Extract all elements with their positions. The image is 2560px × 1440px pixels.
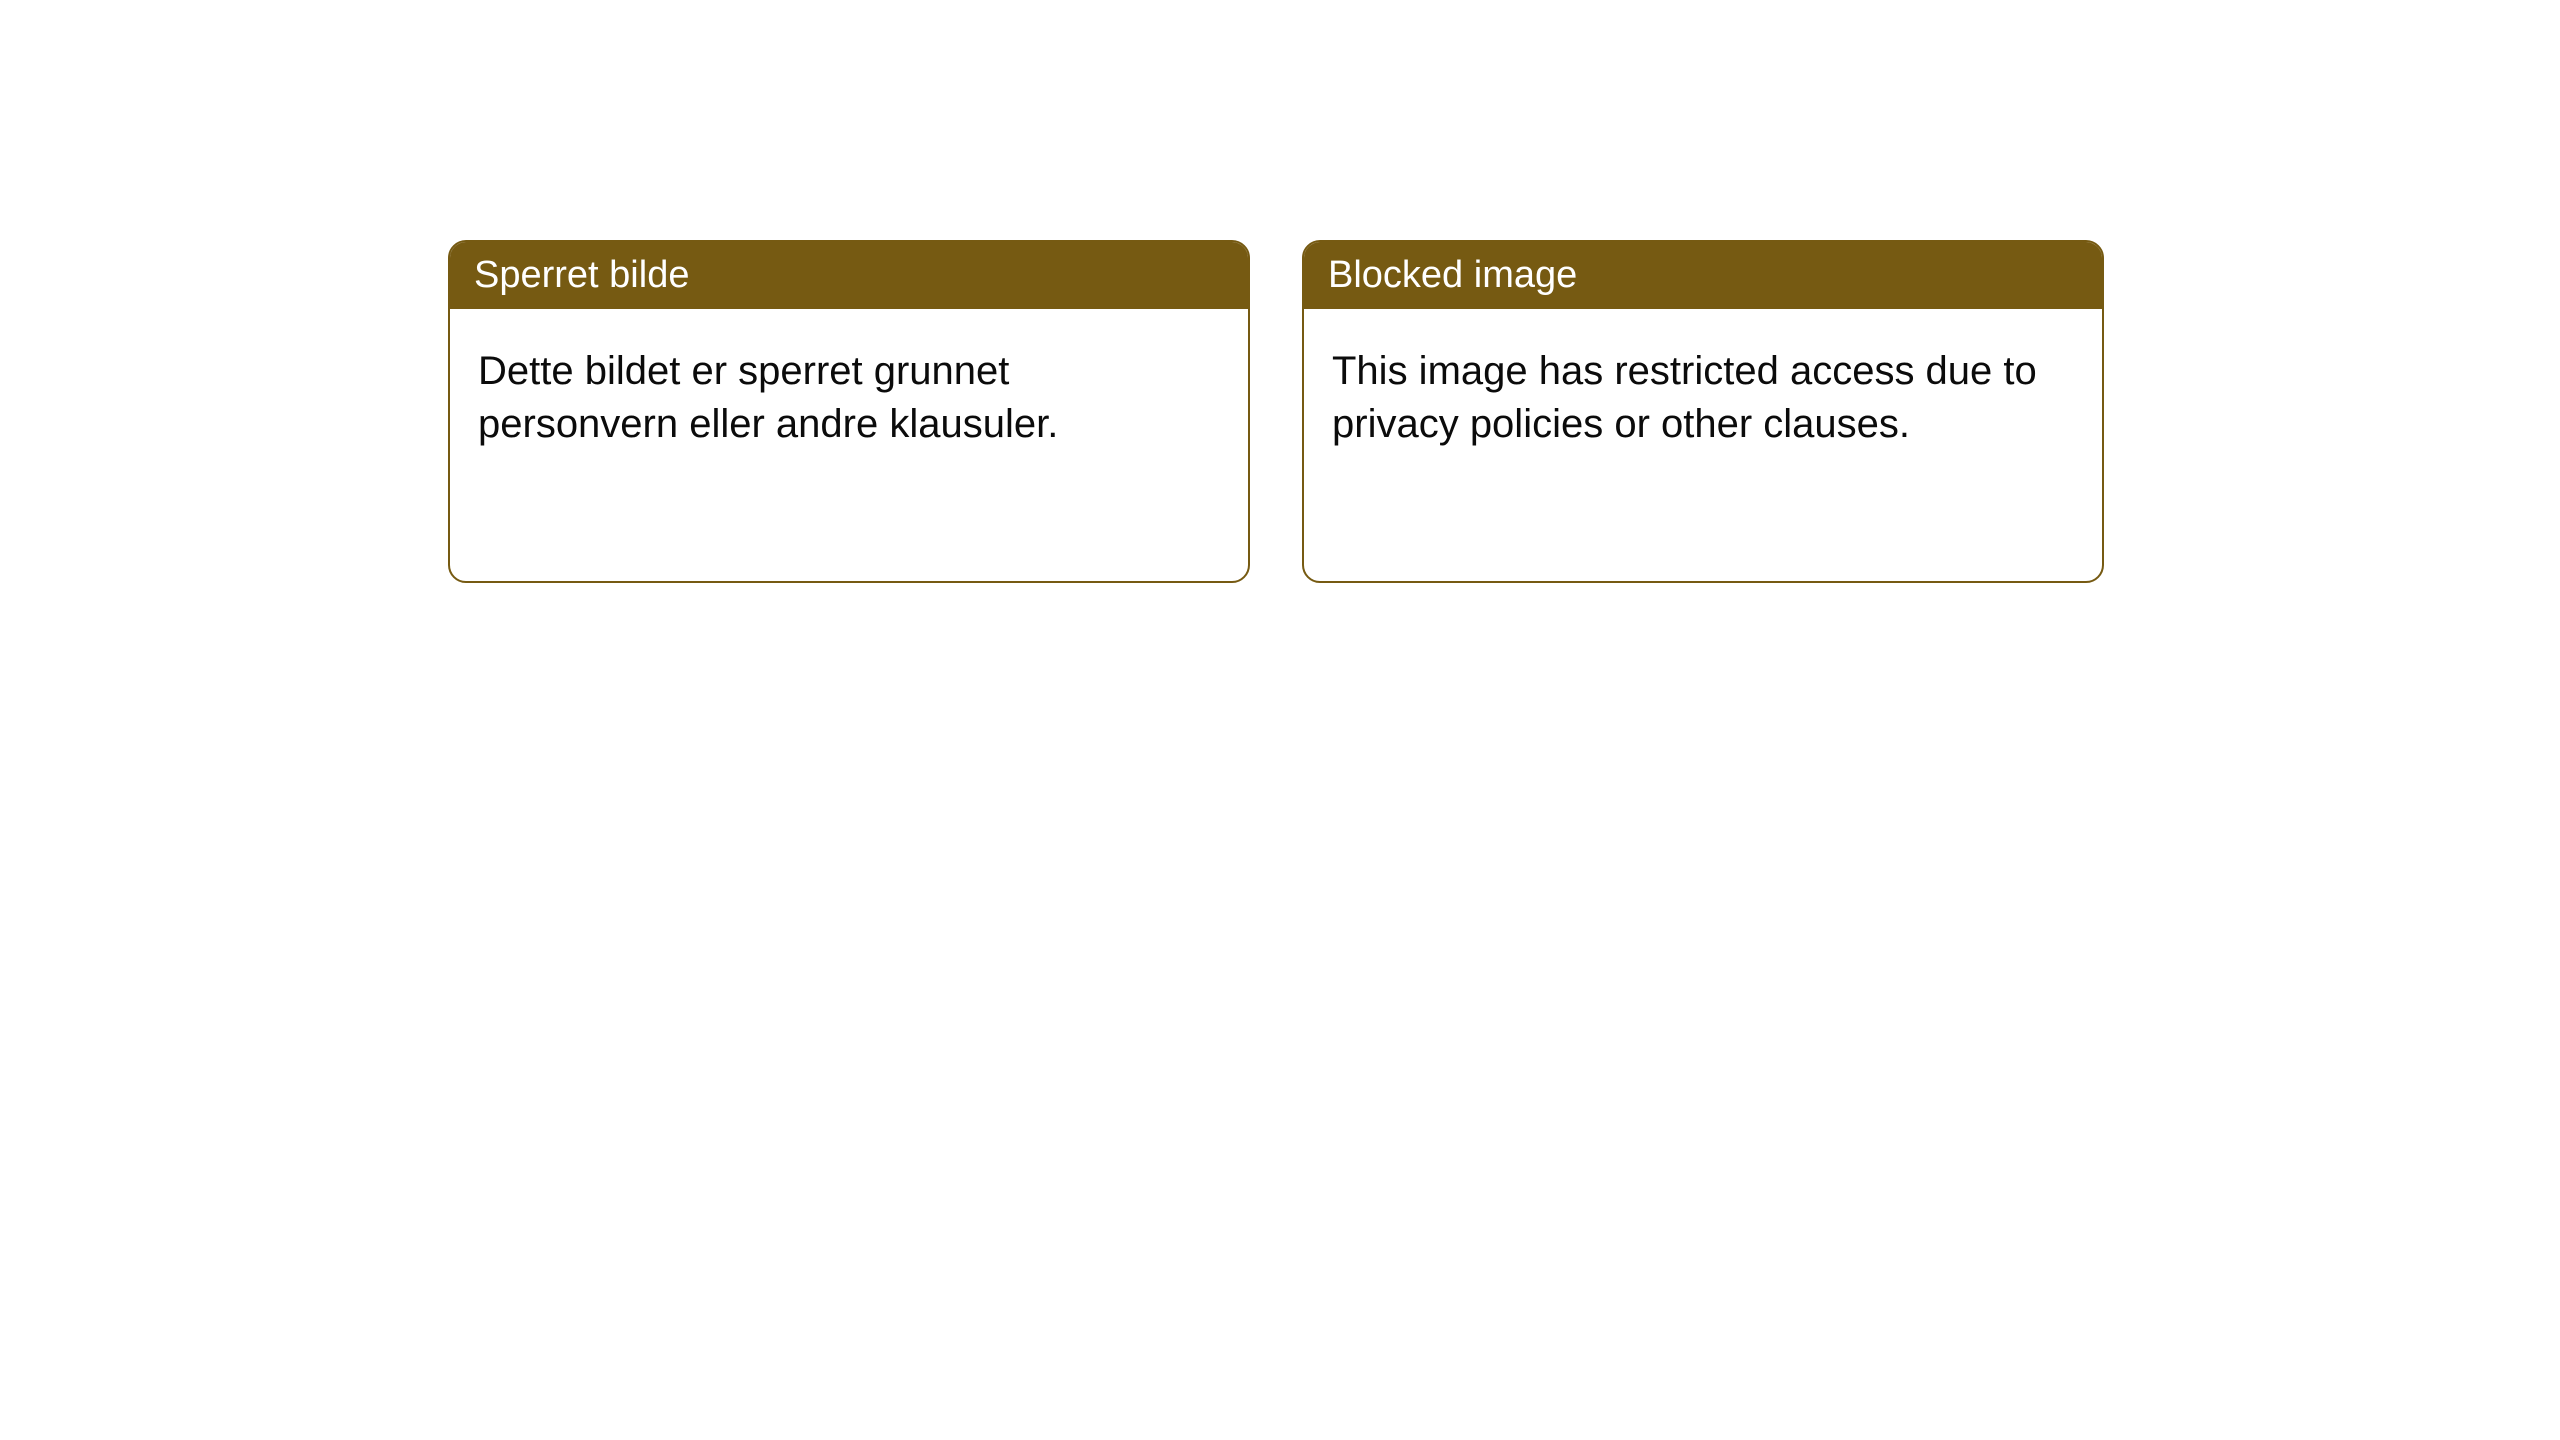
notice-card-no: Sperret bilde Dette bildet er sperret gr… <box>448 240 1250 583</box>
notice-card-no-body: Dette bildet er sperret grunnet personve… <box>450 309 1248 581</box>
notice-card-en-body: This image has restricted access due to … <box>1304 309 2102 581</box>
notice-card-no-header: Sperret bilde <box>450 242 1248 309</box>
notice-container: Sperret bilde Dette bildet er sperret gr… <box>0 0 2560 583</box>
notice-card-en: Blocked image This image has restricted … <box>1302 240 2104 583</box>
notice-card-en-header: Blocked image <box>1304 242 2102 309</box>
